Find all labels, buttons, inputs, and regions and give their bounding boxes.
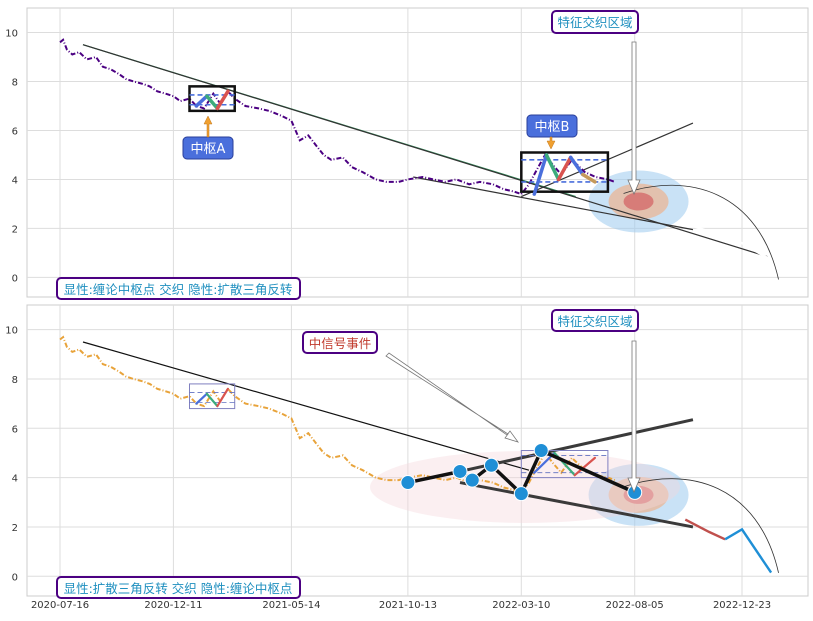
y-tick-label: 2: [12, 224, 18, 235]
zhongshu-zigzag-segment: [532, 153, 549, 196]
zhongshu-zigzag-segment: [215, 89, 230, 111]
annotation-zhongshu-a: 中枢A: [182, 115, 234, 160]
caption-top: 显性:缠论中枢点 交织 隐性:扩散三角反转: [56, 277, 301, 300]
x-tick-label: 2021-10-13: [379, 600, 437, 611]
annotation-signal-event-label: 中信号事件: [309, 336, 372, 351]
zhongshu-zigzag-segment: [573, 456, 597, 477]
annotation-zhongshu-b-label: 中枢B: [535, 120, 570, 135]
zhongshu-zigzag-segment: [195, 392, 208, 405]
triangle-point: [513, 486, 529, 502]
triangle-point: [452, 463, 468, 479]
zhongshu-zigzag-segment: [544, 153, 561, 182]
x-tick-label: 2022-03-10: [492, 600, 550, 611]
price-series: [692, 224, 768, 259]
zhongshu-zigzag-segment: [205, 392, 219, 408]
zhongshu-zigzag-segment: [216, 387, 230, 408]
y-tick-label: 4: [12, 474, 18, 485]
annotation-feature-zone-bottom-label: 特征交织区域: [557, 314, 632, 329]
y-tick-label: 6: [12, 424, 18, 435]
y-tick-label: 8: [12, 77, 18, 88]
annotation-signal-event-box: [302, 331, 378, 354]
zhongshu-box: [520, 450, 609, 479]
zhongshu-zigzag-segment: [205, 94, 220, 111]
zhongshu-zigzag-segment: [194, 94, 209, 108]
trend-line: [459, 418, 694, 473]
zhongshu-box: [520, 151, 610, 193]
zhongshu-box: [188, 85, 236, 113]
tick-layer: 0 2 4 6 8 10 0 2 4 6 8 10 2020-07-16 2020-12-11 2021-0…: [5, 28, 771, 611]
caption-top-box: [56, 277, 301, 300]
x-tick-label: 2022-08-05: [606, 600, 664, 611]
y-tick-label: 4: [12, 175, 18, 186]
arrow-down-icon: [546, 136, 556, 150]
zhongshu-zigzag-segment: [556, 155, 573, 182]
y-tick-label: 8: [12, 375, 18, 386]
projection-arc: [623, 478, 779, 573]
price-series: [724, 527, 773, 574]
annotation-zhongshu-a-label: 中枢A: [191, 142, 226, 157]
target-zone-inner: [623, 192, 654, 211]
annotation-zhongshu-b: 中枢B: [526, 114, 578, 150]
zhongshu-zigzag-segment: [568, 155, 585, 177]
annotation-feature-zone-bottom-box: [551, 309, 639, 332]
zhongshu-zigzag-segment: [581, 172, 597, 184]
arrow-down-icon: [627, 41, 641, 196]
triangle-point: [533, 443, 549, 458]
triangle-layer: [400, 443, 643, 502]
annotation-feature-zone-top-label: 特征交织区域: [557, 15, 632, 30]
triangle-point: [400, 475, 416, 491]
trend-line: [82, 341, 530, 471]
x-tick-label: 2020-12-11: [144, 600, 202, 611]
annotation-feature-zone-bottom: 特征交织区域: [551, 309, 641, 494]
trend-line: [82, 44, 768, 258]
price-series: [684, 518, 726, 541]
y-tick-label: 6: [12, 126, 18, 137]
caption-top-text: 显性:缠论中枢点 交织 隐性:扩散三角反转: [64, 282, 293, 297]
bottom-panel-frame: [26, 304, 809, 597]
annotation-feature-zone-top-box: [551, 10, 639, 34]
arrow-down-icon: [627, 340, 641, 494]
y-tick-label: 0: [12, 572, 18, 583]
triangle-point: [483, 457, 499, 473]
y-tick-label: 0: [12, 273, 18, 284]
x-tick-label: 2022-12-23: [713, 600, 771, 611]
trend-line: [413, 176, 694, 231]
caption-bottom-box: [56, 576, 301, 599]
annotation-signal-event: 中信号事件: [302, 331, 520, 443]
triangle-point: [464, 472, 480, 488]
y-tick-label: 10: [5, 28, 18, 39]
projection-arc: [623, 184, 779, 280]
arrow-up-icon: [203, 115, 213, 138]
zhongshu-box: [189, 383, 236, 410]
x-tick-label: 2020-07-16: [31, 600, 89, 611]
y-tick-label: 2: [12, 523, 18, 534]
caption-bottom: 显性:扩散三角反转 交织 隐性:缠论中枢点: [56, 576, 301, 599]
annotation-feature-zone-top: 特征交织区域: [551, 10, 641, 196]
trend-line: [459, 481, 694, 529]
y-tick-label: 10: [5, 326, 18, 337]
x-tick-label: 2021-05-14: [262, 600, 320, 611]
arrow-down-icon: [385, 352, 520, 443]
caption-bottom-text: 显性:扩散三角反转 交织 隐性:缠论中枢点: [64, 581, 293, 596]
trend-layer: [82, 44, 779, 573]
top-panel-frame: [26, 7, 809, 298]
